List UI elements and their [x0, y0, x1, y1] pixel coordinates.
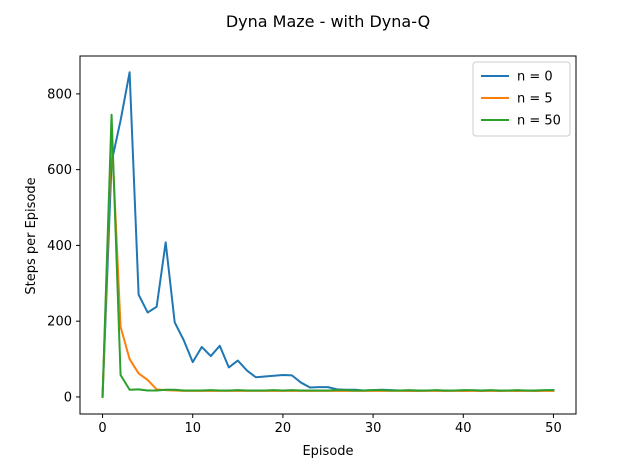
plot-area: 0 10 20 30 40 50 0 200 400 600 800 n = 0 n = 5 n = 50 — [47, 55, 577, 436]
x-tick-label: 10 — [184, 421, 201, 436]
x-tick-label: 20 — [275, 421, 292, 436]
x-axis-label: Episode — [302, 444, 353, 459]
y-tick-label: 800 — [47, 87, 72, 102]
y-tick-label: 200 — [47, 315, 72, 330]
series-line-2 — [101, 113, 555, 398]
x-tick-label: 50 — [545, 421, 562, 436]
y-axis-label: Steps per Episode — [24, 177, 39, 294]
y-tick-label: 400 — [47, 239, 72, 254]
x-tick-label: 30 — [365, 421, 382, 436]
axes-frame — [79, 55, 577, 415]
legend-label-0: n = 0 — [517, 70, 553, 85]
y-tick-label: 600 — [47, 163, 72, 178]
series-line-1 — [101, 128, 555, 398]
legend-box — [472, 61, 571, 137]
chart-title: Dyna Maze - with Dyna-Q — [226, 12, 430, 31]
x-tick-label: 0 — [98, 421, 106, 436]
y-tick-label: 0 — [64, 390, 72, 405]
legend-label-2: n = 50 — [517, 114, 561, 129]
legend-label-1: n = 5 — [517, 92, 553, 107]
x-tick-label: 40 — [455, 421, 472, 436]
